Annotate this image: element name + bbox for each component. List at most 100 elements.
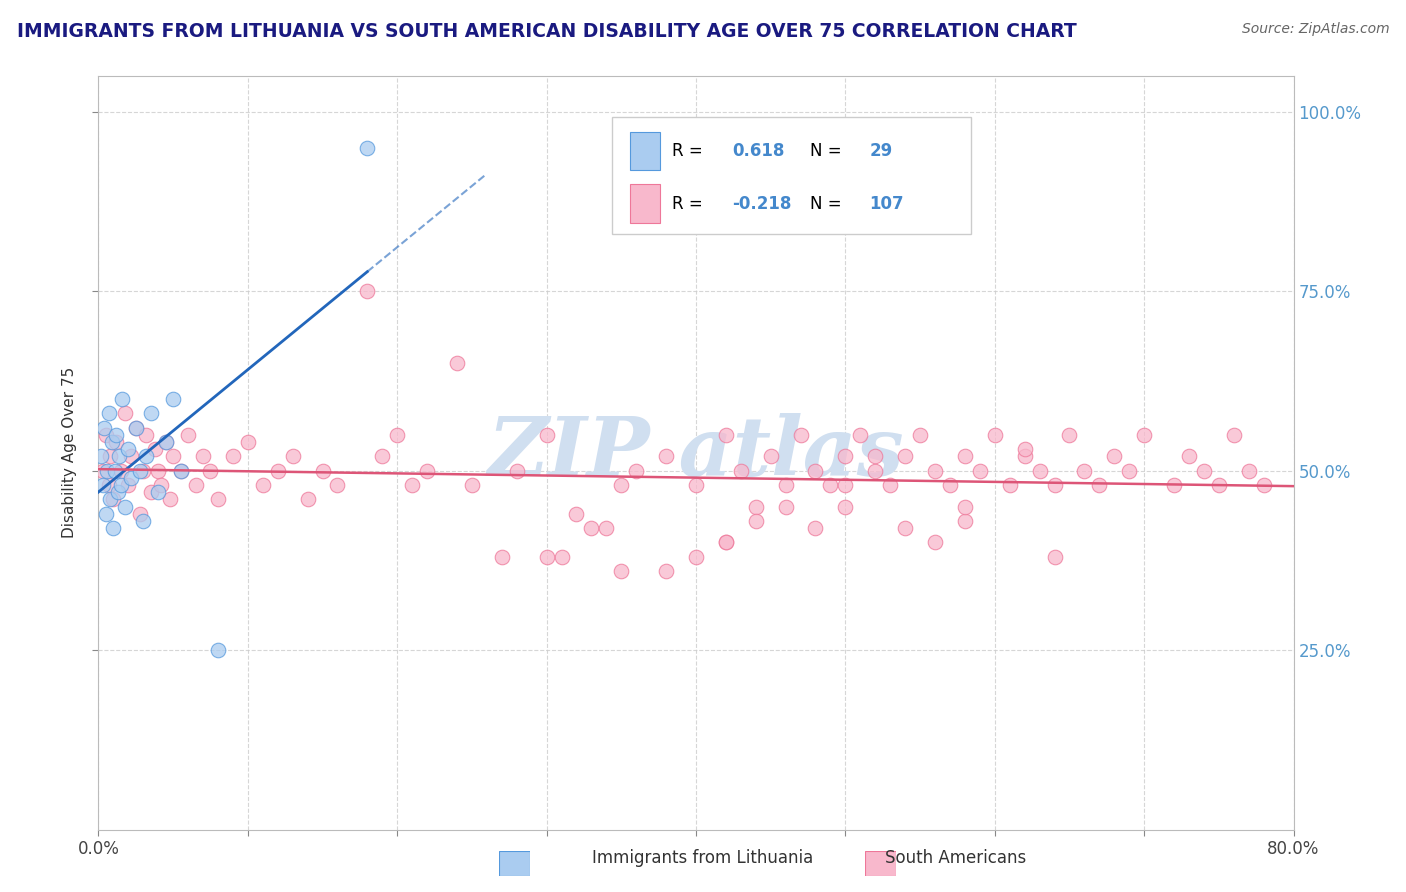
Text: -0.218: -0.218 — [733, 194, 792, 213]
Point — [834, 450, 856, 464]
FancyBboxPatch shape — [630, 132, 661, 170]
Point — [714, 535, 737, 549]
Point — [685, 549, 707, 564]
Point — [356, 140, 378, 154]
Point — [1088, 478, 1111, 492]
Point — [714, 535, 737, 549]
Point — [207, 643, 229, 657]
Point — [610, 478, 633, 492]
Text: R =: R = — [672, 194, 709, 213]
Point — [759, 450, 782, 464]
Point — [91, 478, 114, 492]
Point — [125, 420, 148, 434]
Point — [120, 450, 142, 464]
Text: R =: R = — [672, 142, 709, 160]
Point — [207, 492, 229, 507]
Point — [311, 464, 333, 478]
Point — [953, 500, 976, 514]
Point — [356, 284, 378, 298]
Point — [446, 356, 468, 370]
Point — [536, 549, 558, 564]
Point — [326, 478, 349, 492]
Text: 107: 107 — [869, 194, 904, 213]
Point — [159, 492, 181, 507]
Point — [94, 507, 117, 521]
Point — [114, 500, 136, 514]
Point — [105, 434, 128, 449]
Point — [714, 427, 737, 442]
Point — [155, 434, 177, 449]
Point — [924, 535, 946, 549]
Point — [1163, 478, 1185, 492]
FancyBboxPatch shape — [630, 185, 661, 223]
Text: Immigrants from Lithuania: Immigrants from Lithuania — [592, 849, 814, 867]
Point — [1104, 450, 1126, 464]
Point — [107, 485, 129, 500]
Point — [91, 464, 114, 478]
Point — [1223, 427, 1246, 442]
Point — [267, 464, 290, 478]
Point — [581, 521, 603, 535]
Point — [97, 478, 120, 492]
Point — [1133, 427, 1156, 442]
Point — [461, 478, 484, 492]
Point — [775, 500, 797, 514]
Point — [789, 427, 811, 442]
Point — [98, 492, 122, 507]
Point — [148, 464, 170, 478]
Point — [924, 464, 946, 478]
Point — [1192, 464, 1215, 478]
Text: 0.618: 0.618 — [733, 142, 785, 160]
Point — [1253, 478, 1275, 492]
Point — [371, 450, 394, 464]
Point — [90, 450, 112, 464]
Point — [129, 507, 152, 521]
Point — [491, 549, 513, 564]
Point — [1073, 464, 1095, 478]
Point — [252, 478, 274, 492]
Point — [108, 450, 131, 464]
Point — [110, 478, 132, 492]
Point — [998, 478, 1021, 492]
Point — [953, 514, 976, 528]
Point — [1043, 549, 1066, 564]
Point — [1014, 442, 1036, 456]
Point — [730, 464, 752, 478]
Point — [129, 464, 152, 478]
Point — [595, 521, 617, 535]
Point — [148, 485, 170, 500]
Point — [103, 492, 125, 507]
Point — [132, 514, 155, 528]
Point — [1059, 427, 1081, 442]
Point — [111, 392, 134, 406]
Point — [101, 434, 124, 449]
Point — [775, 478, 797, 492]
Point — [626, 464, 648, 478]
Point — [804, 521, 827, 535]
Point — [1178, 450, 1201, 464]
Point — [169, 464, 191, 478]
Point — [117, 478, 139, 492]
Point — [953, 450, 976, 464]
Point — [105, 427, 128, 442]
Point — [103, 521, 125, 535]
Point — [565, 507, 588, 521]
Point — [849, 427, 872, 442]
Point — [745, 514, 768, 528]
Text: Source: ZipAtlas.com: Source: ZipAtlas.com — [1241, 22, 1389, 37]
Point — [1014, 450, 1036, 464]
Point — [820, 478, 842, 492]
Y-axis label: Disability Age Over 75: Disability Age Over 75 — [62, 368, 77, 538]
Text: N =: N = — [810, 194, 846, 213]
Point — [969, 464, 991, 478]
Point — [96, 464, 118, 478]
FancyBboxPatch shape — [613, 117, 972, 234]
Point — [834, 500, 856, 514]
Point — [191, 450, 214, 464]
Point — [150, 478, 173, 492]
Point — [401, 478, 423, 492]
Point — [139, 485, 162, 500]
Point — [1208, 478, 1230, 492]
Point — [236, 434, 259, 449]
Point — [834, 478, 856, 492]
